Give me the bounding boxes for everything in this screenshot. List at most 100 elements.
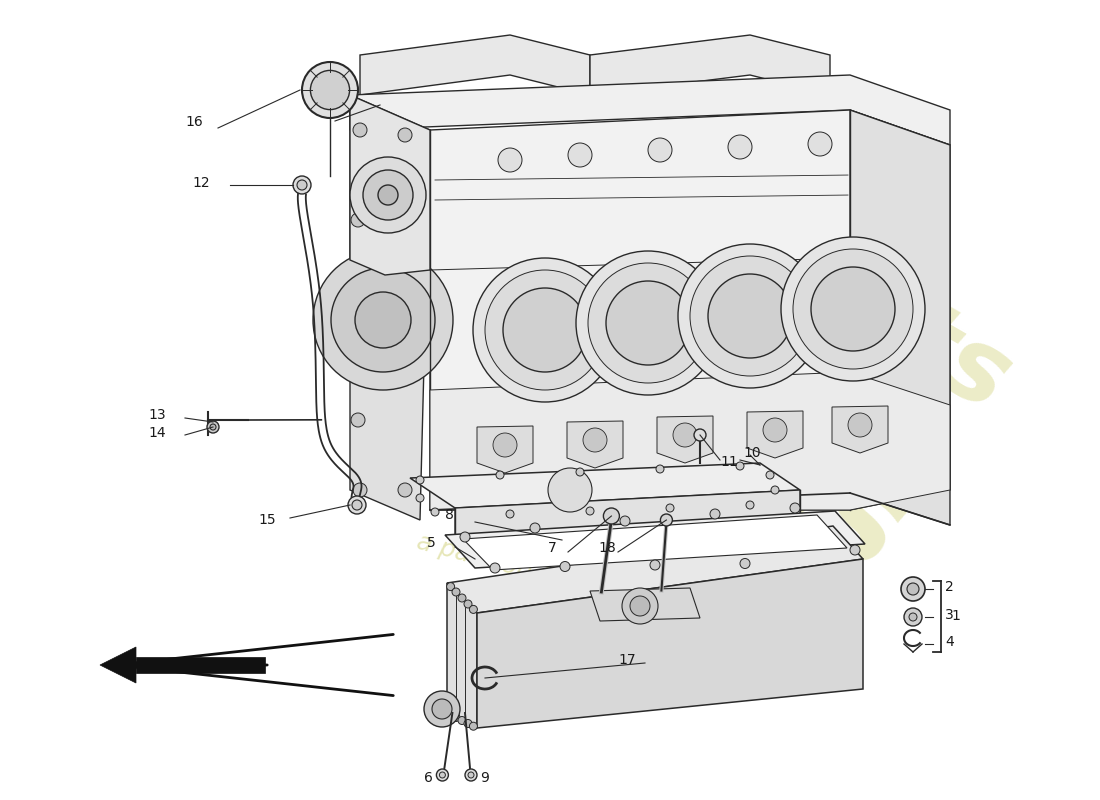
Polygon shape	[136, 657, 265, 673]
Polygon shape	[566, 421, 623, 468]
Circle shape	[464, 719, 472, 727]
Circle shape	[576, 251, 720, 395]
Circle shape	[293, 176, 311, 194]
Circle shape	[766, 471, 774, 479]
Circle shape	[568, 143, 592, 167]
Circle shape	[314, 250, 453, 390]
Circle shape	[331, 268, 434, 372]
Polygon shape	[590, 588, 700, 621]
Circle shape	[473, 258, 617, 402]
Circle shape	[378, 185, 398, 205]
Circle shape	[678, 244, 822, 388]
Circle shape	[416, 494, 424, 502]
Text: 1: 1	[952, 609, 960, 623]
Circle shape	[465, 769, 477, 781]
Text: 4: 4	[945, 635, 954, 649]
Circle shape	[416, 476, 424, 484]
Polygon shape	[350, 95, 430, 275]
Text: 12: 12	[192, 176, 210, 190]
Circle shape	[439, 772, 446, 778]
Circle shape	[302, 62, 358, 118]
Polygon shape	[477, 559, 864, 728]
Circle shape	[728, 135, 752, 159]
Circle shape	[470, 606, 477, 614]
Circle shape	[460, 532, 470, 542]
Polygon shape	[430, 372, 950, 510]
Circle shape	[648, 138, 672, 162]
Circle shape	[355, 292, 411, 348]
Circle shape	[351, 413, 365, 427]
Polygon shape	[360, 35, 590, 95]
Circle shape	[690, 256, 810, 376]
Circle shape	[468, 772, 474, 778]
Circle shape	[583, 428, 607, 452]
Circle shape	[793, 249, 913, 369]
Polygon shape	[747, 411, 803, 458]
Polygon shape	[430, 110, 950, 510]
Text: 5: 5	[427, 536, 436, 550]
Polygon shape	[446, 511, 865, 568]
Text: 9: 9	[480, 771, 488, 785]
Circle shape	[901, 577, 925, 601]
Circle shape	[694, 429, 706, 441]
Circle shape	[485, 270, 605, 390]
Circle shape	[452, 714, 460, 722]
Polygon shape	[350, 75, 950, 145]
Text: 16: 16	[185, 115, 202, 129]
Circle shape	[297, 180, 307, 190]
Circle shape	[606, 281, 690, 365]
Circle shape	[503, 288, 587, 372]
Polygon shape	[590, 35, 830, 95]
Circle shape	[548, 468, 592, 512]
Circle shape	[811, 267, 895, 351]
Polygon shape	[463, 515, 847, 570]
Circle shape	[850, 545, 860, 555]
Circle shape	[348, 496, 366, 514]
Text: 17: 17	[618, 653, 636, 667]
Circle shape	[586, 507, 594, 515]
Text: 13: 13	[148, 408, 166, 422]
Text: es: es	[710, 398, 931, 602]
Polygon shape	[455, 490, 800, 542]
Circle shape	[790, 503, 800, 513]
Circle shape	[736, 462, 744, 470]
Polygon shape	[447, 526, 864, 613]
Text: parts: parts	[712, 190, 1028, 430]
Circle shape	[620, 516, 630, 526]
Circle shape	[424, 691, 460, 727]
Circle shape	[771, 486, 779, 494]
Text: 2: 2	[945, 580, 954, 594]
Circle shape	[560, 562, 570, 571]
Circle shape	[447, 582, 454, 590]
Circle shape	[353, 483, 367, 497]
Circle shape	[464, 600, 472, 608]
Circle shape	[210, 424, 216, 430]
Circle shape	[848, 413, 872, 437]
Polygon shape	[350, 95, 430, 520]
Circle shape	[493, 433, 517, 457]
Circle shape	[470, 722, 477, 730]
Text: 6: 6	[425, 771, 433, 785]
Text: a passion for parts since 1985: a passion for parts since 1985	[415, 530, 785, 650]
Polygon shape	[477, 426, 534, 473]
Circle shape	[708, 274, 792, 358]
Circle shape	[498, 148, 522, 172]
Circle shape	[398, 128, 412, 142]
Circle shape	[904, 608, 922, 626]
Circle shape	[452, 588, 460, 596]
Circle shape	[496, 471, 504, 479]
Circle shape	[650, 560, 660, 570]
Text: euro: euro	[670, 102, 970, 338]
Circle shape	[458, 717, 466, 725]
Polygon shape	[832, 406, 888, 453]
Circle shape	[431, 508, 439, 516]
Circle shape	[506, 510, 514, 518]
Circle shape	[437, 769, 449, 781]
Circle shape	[673, 423, 697, 447]
Circle shape	[353, 123, 367, 137]
Circle shape	[363, 170, 412, 220]
Circle shape	[621, 588, 658, 624]
Circle shape	[604, 508, 619, 524]
Circle shape	[352, 500, 362, 510]
Polygon shape	[100, 647, 136, 683]
